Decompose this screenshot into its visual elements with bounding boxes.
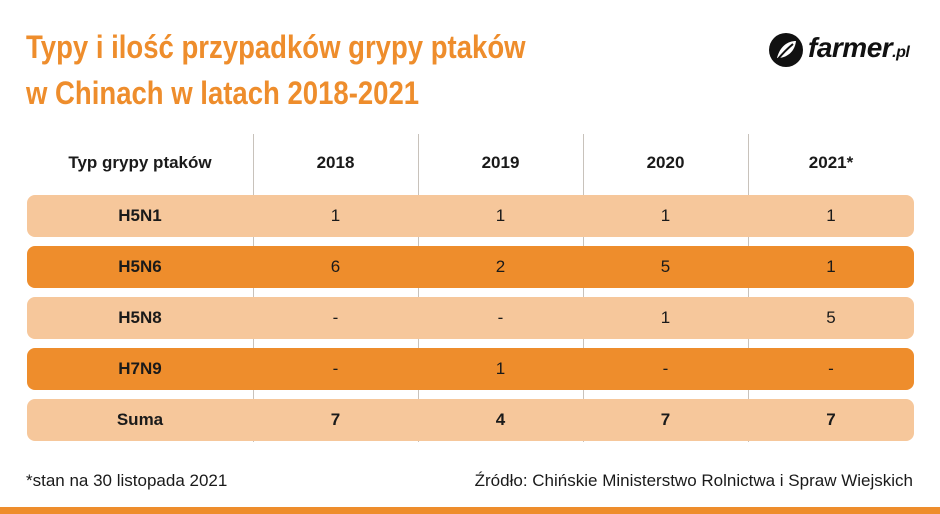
table-cell: 1: [660, 308, 671, 327]
bottom-accent-bar: [0, 507, 940, 514]
table-row: [27, 297, 914, 339]
header-year: 2018: [316, 153, 355, 172]
row-label: H5N6: [118, 257, 162, 276]
table-row: [27, 348, 914, 390]
table-cell: 4: [495, 410, 506, 429]
table-cell: 1: [826, 206, 836, 225]
logo-wordmark: farmer.pl: [808, 31, 910, 70]
farmer-logo: farmer.pl: [768, 30, 920, 70]
table-cell: 1: [495, 359, 506, 378]
table-cell: 1: [495, 206, 506, 225]
header-year: 2021*: [808, 153, 854, 172]
column-separator: [418, 134, 419, 442]
logo-name: farmer: [808, 32, 893, 63]
table-row: [27, 195, 914, 237]
title-line-2: w Chinach w latach 2018-2021: [26, 75, 420, 111]
table-cell: 5: [826, 308, 836, 327]
table-row: [27, 246, 914, 288]
table-cell: 7: [660, 410, 671, 429]
table-cell: -: [332, 359, 339, 378]
table-cell: -: [497, 308, 504, 327]
header-year: 2019: [481, 153, 520, 172]
table-cell: -: [332, 308, 339, 327]
column-separator: [748, 134, 749, 442]
row-label: H7N9: [118, 359, 162, 378]
title-line-1: Typy i ilość przypadków grypy ptaków: [26, 29, 526, 65]
table-cell: 7: [330, 410, 341, 429]
row-label: H5N1: [118, 206, 162, 225]
row-label: H5N8: [118, 308, 162, 327]
leaf-icon: [769, 33, 803, 67]
table-row: [27, 399, 914, 441]
footnote: *stan na 30 listopada 2021: [26, 471, 228, 490]
chart-title: Typy i ilość przypadków grypy ptaków w C…: [26, 24, 526, 116]
logo-tld: .pl: [892, 44, 910, 61]
table-cell: 1: [330, 206, 341, 225]
table-cell: -: [828, 359, 834, 378]
table-cell: 1: [826, 257, 836, 276]
table-cell: 1: [660, 206, 671, 225]
table-cell: 5: [660, 257, 671, 276]
table-cell: 7: [826, 410, 836, 429]
column-separator: [583, 134, 584, 442]
header-year: 2020: [646, 153, 685, 172]
source-note: Źródło: Chińskie Ministerstwo Rolnictwa …: [474, 471, 913, 490]
table-cell: 2: [495, 257, 506, 276]
header-type: Typ grypy ptaków: [68, 153, 212, 172]
row-label: Suma: [116, 410, 164, 429]
column-separator: [253, 134, 254, 442]
table-cell: -: [662, 359, 669, 378]
table-cell: 6: [330, 257, 341, 276]
